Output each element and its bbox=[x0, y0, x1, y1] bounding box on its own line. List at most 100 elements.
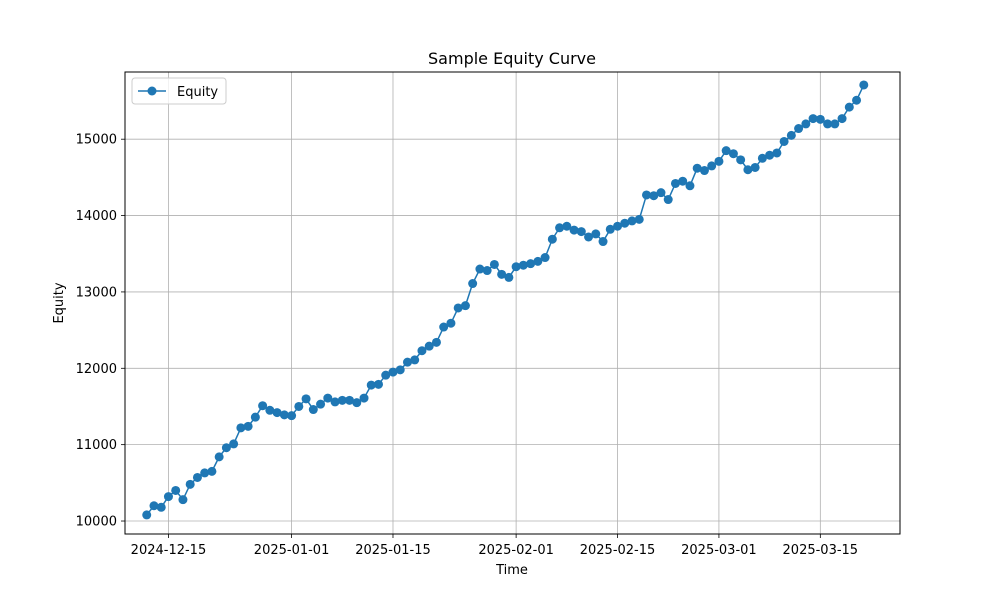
grid-lines bbox=[125, 72, 900, 534]
equity-data-point bbox=[272, 408, 282, 418]
x-tick-label: 2025-01-01 bbox=[254, 543, 330, 558]
equity-data-point bbox=[830, 119, 840, 129]
equity-data-point bbox=[279, 410, 289, 420]
equity-data-point bbox=[250, 412, 260, 422]
equity-data-point bbox=[381, 370, 391, 380]
equity-data-point bbox=[642, 190, 651, 200]
x-axis-label: Time bbox=[495, 563, 528, 578]
equity-data-point bbox=[707, 161, 717, 171]
y-tick-label: 12000 bbox=[76, 362, 117, 377]
equity-data-point bbox=[699, 166, 709, 176]
equity-data-point bbox=[844, 102, 854, 112]
equity-data-point bbox=[214, 452, 224, 462]
legend: Equity bbox=[131, 77, 227, 105]
equity-data-point bbox=[265, 405, 275, 415]
y-tick-label: 15000 bbox=[76, 133, 117, 148]
equity-data-point bbox=[569, 225, 579, 235]
plot-area-frame bbox=[124, 71, 901, 535]
equity-data-point bbox=[171, 485, 181, 495]
equity-data-point bbox=[489, 259, 499, 269]
equity-data-point bbox=[402, 357, 412, 367]
equity-data-point bbox=[460, 301, 470, 311]
x-tick-label: 2025-02-01 bbox=[478, 543, 554, 558]
equity-data-point bbox=[468, 279, 478, 289]
equity-data-point bbox=[859, 80, 869, 90]
equity-data-point bbox=[649, 191, 659, 201]
equity-data-point bbox=[301, 394, 311, 404]
equity-data-point bbox=[627, 216, 637, 226]
equity-data-point bbox=[359, 393, 369, 403]
equity-data-point bbox=[591, 229, 601, 239]
equity-data-point bbox=[352, 398, 362, 408]
equity-data-point bbox=[431, 337, 441, 347]
equity-data-point bbox=[670, 178, 680, 188]
x-tick-label: 2025-01-15 bbox=[355, 543, 431, 558]
equity-data-point bbox=[801, 119, 811, 129]
equity-data-point bbox=[511, 262, 521, 272]
equity-data-point bbox=[192, 472, 202, 482]
equity-data-point bbox=[374, 379, 383, 389]
equity-data-point bbox=[287, 411, 297, 421]
equity-data-point bbox=[547, 234, 557, 244]
equity-data-point bbox=[605, 224, 615, 234]
equity-data-point bbox=[620, 218, 630, 228]
equity-data-point bbox=[526, 259, 536, 269]
equity-data-point bbox=[743, 165, 753, 175]
equity-data-point bbox=[366, 380, 376, 390]
y-tick-label: 10000 bbox=[76, 515, 117, 530]
equity-data-point bbox=[200, 468, 210, 478]
equity-data-point bbox=[786, 130, 796, 140]
equity-data-point bbox=[410, 355, 420, 365]
equity-data-point bbox=[808, 114, 818, 124]
equity-data-point bbox=[678, 176, 688, 186]
equity-data-point bbox=[613, 221, 623, 231]
equity-data-point bbox=[656, 188, 666, 198]
legend-marker-swatch bbox=[147, 86, 157, 96]
equity-data-point bbox=[424, 341, 434, 351]
equity-data-point bbox=[772, 148, 782, 158]
equity-data-point bbox=[504, 272, 514, 282]
legend-box bbox=[131, 77, 227, 105]
x-tick-label: 2025-03-01 bbox=[681, 543, 757, 558]
equity-data-point bbox=[482, 266, 492, 276]
y-tick-label: 14000 bbox=[76, 209, 117, 224]
x-tick-label: 2024-12-15 bbox=[131, 543, 207, 558]
equity-data-point bbox=[395, 365, 405, 375]
equity-data-point bbox=[258, 401, 268, 411]
equity-data-point bbox=[243, 421, 253, 431]
axes: 2024-12-15 2025-01-01 2025-01-15 2025-02-01… bbox=[76, 133, 858, 558]
equity-data-point bbox=[765, 150, 775, 160]
y-tick-label: 11000 bbox=[76, 438, 117, 453]
equity-data-point bbox=[852, 95, 862, 105]
equity-data-point bbox=[736, 155, 746, 165]
equity-data-point bbox=[323, 393, 333, 403]
equity-data-point bbox=[685, 181, 695, 191]
equity-data-point bbox=[663, 195, 673, 205]
equity-data-point bbox=[779, 136, 789, 146]
x-tick-label: 2025-02-15 bbox=[580, 543, 656, 558]
equity-data-point bbox=[439, 322, 449, 332]
equity-data-point bbox=[837, 114, 847, 124]
equity-data-point bbox=[823, 119, 833, 129]
equity-data-point bbox=[446, 318, 456, 328]
equity-data-point bbox=[692, 163, 702, 173]
equity-data-point bbox=[497, 269, 507, 279]
equity-data-point bbox=[721, 146, 731, 156]
equity-data-point bbox=[236, 423, 246, 433]
equity-data-point bbox=[584, 232, 594, 242]
x-tick-label: 2025-03-15 bbox=[783, 543, 859, 558]
equity-data-point bbox=[518, 260, 528, 270]
chart-title: Sample Equity Curve bbox=[428, 49, 596, 68]
equity-data-point bbox=[794, 124, 804, 134]
equity-data-point bbox=[714, 156, 724, 166]
equity-data-point bbox=[417, 346, 427, 356]
equity-data-point bbox=[576, 227, 586, 237]
data-series bbox=[142, 80, 869, 520]
legend-label-equity: Equity bbox=[177, 85, 218, 100]
equity-data-point bbox=[757, 153, 767, 163]
equity-data-point bbox=[221, 443, 231, 453]
equity-data-point bbox=[178, 495, 188, 505]
equity-data-point bbox=[453, 303, 463, 313]
equity-data-point bbox=[142, 510, 152, 520]
y-axis-label: Equity bbox=[52, 282, 67, 323]
